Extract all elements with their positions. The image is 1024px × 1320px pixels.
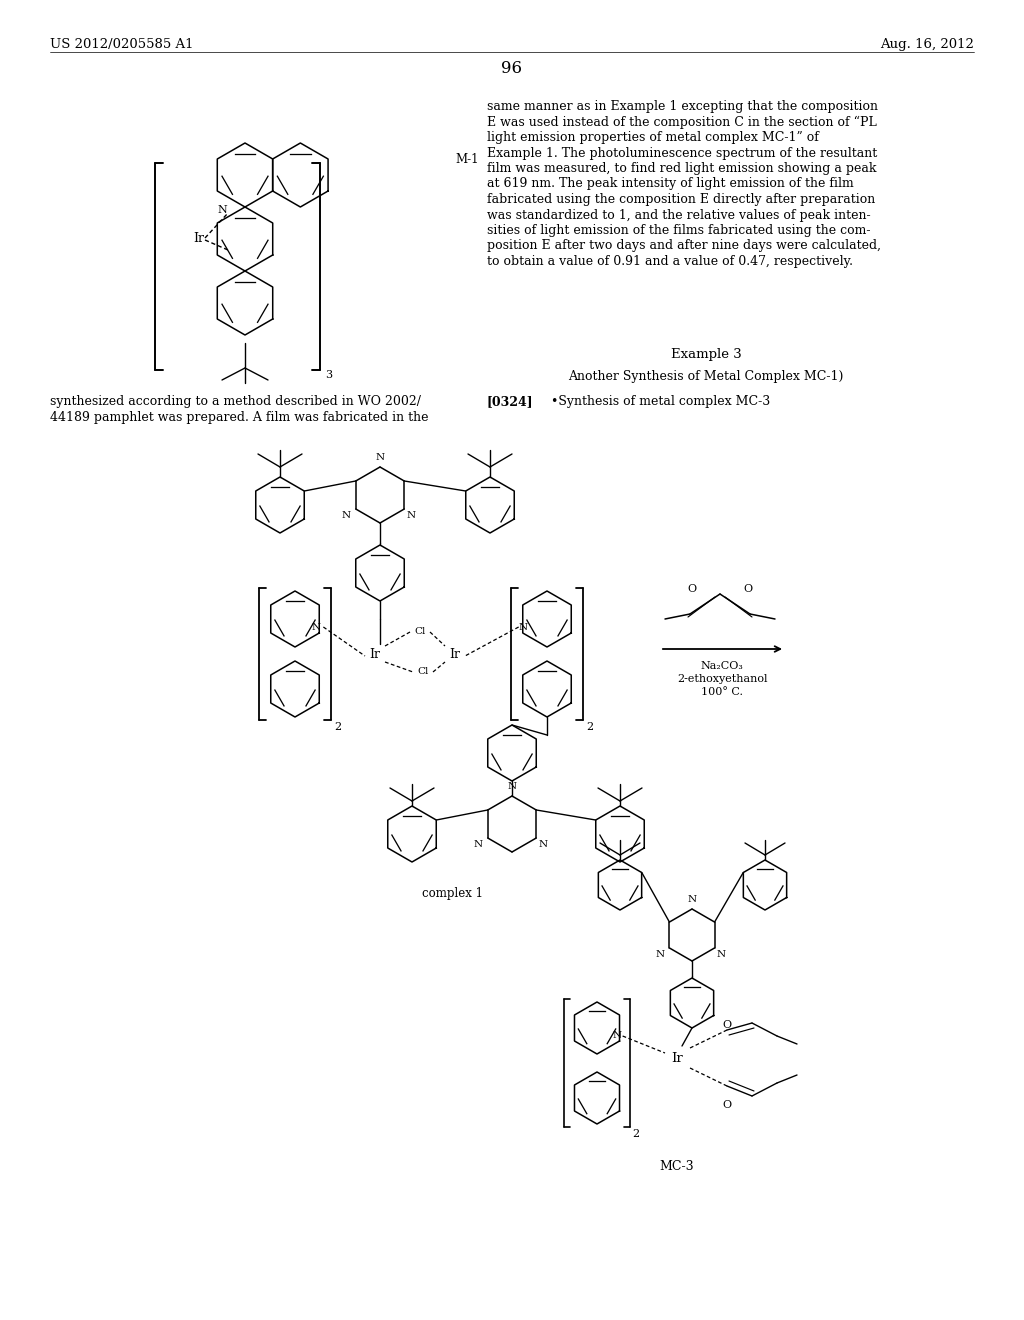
Text: N: N — [376, 453, 385, 462]
Text: •Synthesis of metal complex MC-3: •Synthesis of metal complex MC-3 — [551, 395, 770, 408]
Text: E was used instead of the composition C in the section of “PL: E was used instead of the composition C … — [487, 116, 877, 129]
Text: sities of light emission of the films fabricated using the com-: sities of light emission of the films fa… — [487, 224, 870, 238]
Text: synthesized according to a method described in WO 2002/: synthesized according to a method descri… — [50, 395, 421, 408]
Text: N: N — [342, 511, 350, 520]
Text: was standardized to 1, and the relative values of peak inten-: was standardized to 1, and the relative … — [487, 209, 870, 222]
Text: position E after two days and after nine days were calculated,: position E after two days and after nine… — [487, 239, 881, 252]
Text: 96: 96 — [502, 59, 522, 77]
Text: N: N — [539, 840, 548, 849]
Text: O: O — [723, 1020, 731, 1030]
Text: Example 3: Example 3 — [671, 348, 741, 360]
Text: Na₂CO₃: Na₂CO₃ — [700, 661, 743, 671]
Text: 2: 2 — [632, 1129, 639, 1139]
Text: Ir: Ir — [370, 648, 381, 660]
Text: N: N — [655, 950, 665, 960]
Text: N: N — [508, 781, 516, 791]
Text: N: N — [612, 1031, 622, 1040]
Text: N: N — [473, 840, 482, 849]
Text: O: O — [687, 583, 696, 594]
Text: N: N — [717, 950, 726, 960]
Text: Cl: Cl — [415, 627, 426, 636]
Text: 100° C.: 100° C. — [701, 686, 743, 697]
Text: N: N — [311, 623, 321, 631]
Text: N: N — [518, 623, 527, 631]
Text: Aug. 16, 2012: Aug. 16, 2012 — [880, 38, 974, 51]
Text: Ir: Ir — [450, 648, 461, 660]
Text: N: N — [687, 895, 696, 904]
Text: O: O — [743, 583, 753, 594]
Text: M-1: M-1 — [455, 153, 478, 166]
Text: Another Synthesis of Metal Complex MC-1): Another Synthesis of Metal Complex MC-1) — [568, 370, 844, 383]
Text: 2: 2 — [334, 722, 341, 733]
Text: MC-3: MC-3 — [659, 1160, 694, 1173]
Text: N: N — [217, 205, 227, 215]
Text: same manner as in Example 1 excepting that the composition: same manner as in Example 1 excepting th… — [487, 100, 878, 114]
Text: Ir: Ir — [671, 1052, 683, 1064]
Text: fabricated using the composition E directly after preparation: fabricated using the composition E direc… — [487, 193, 876, 206]
Text: [0324]: [0324] — [487, 395, 534, 408]
Text: film was measured, to find red light emission showing a peak: film was measured, to find red light emi… — [487, 162, 877, 176]
Text: 2-ethoxyethanol: 2-ethoxyethanol — [677, 675, 767, 684]
Text: to obtain a value of 0.91 and a value of 0.47, respectively.: to obtain a value of 0.91 and a value of… — [487, 255, 853, 268]
Text: Example 1. The photoluminescence spectrum of the resultant: Example 1. The photoluminescence spectru… — [487, 147, 878, 160]
Text: light emission properties of metal complex MC-1” of: light emission properties of metal compl… — [487, 131, 819, 144]
Text: Cl: Cl — [418, 668, 429, 676]
Text: complex 1: complex 1 — [422, 887, 482, 900]
Text: 44189 pamphlet was prepared. A film was fabricated in the: 44189 pamphlet was prepared. A film was … — [50, 411, 428, 424]
Text: O: O — [723, 1100, 731, 1110]
Text: Ir: Ir — [193, 231, 204, 244]
Text: N: N — [407, 511, 416, 520]
Text: at 619 nm. The peak intensity of light emission of the film: at 619 nm. The peak intensity of light e… — [487, 177, 854, 190]
Text: 3: 3 — [325, 370, 332, 380]
Text: 2: 2 — [586, 722, 593, 733]
Text: US 2012/0205585 A1: US 2012/0205585 A1 — [50, 38, 194, 51]
